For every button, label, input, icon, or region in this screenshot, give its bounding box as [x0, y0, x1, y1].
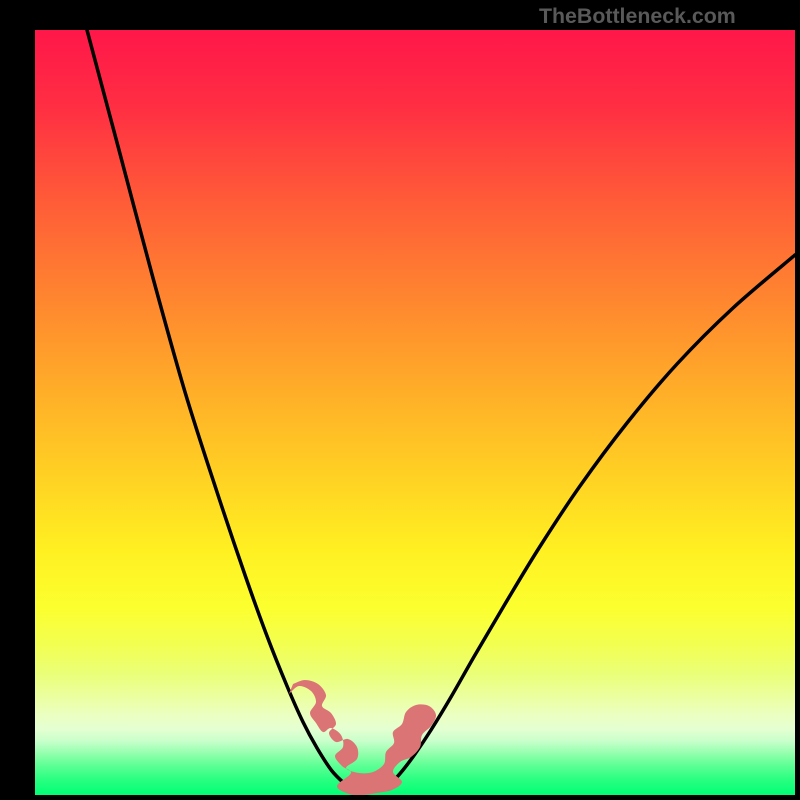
chart-svg: [35, 30, 795, 795]
watermark-text: TheBottleneck.com: [539, 4, 736, 29]
chart-plot-area: [35, 30, 795, 795]
chart-background: [35, 30, 795, 795]
